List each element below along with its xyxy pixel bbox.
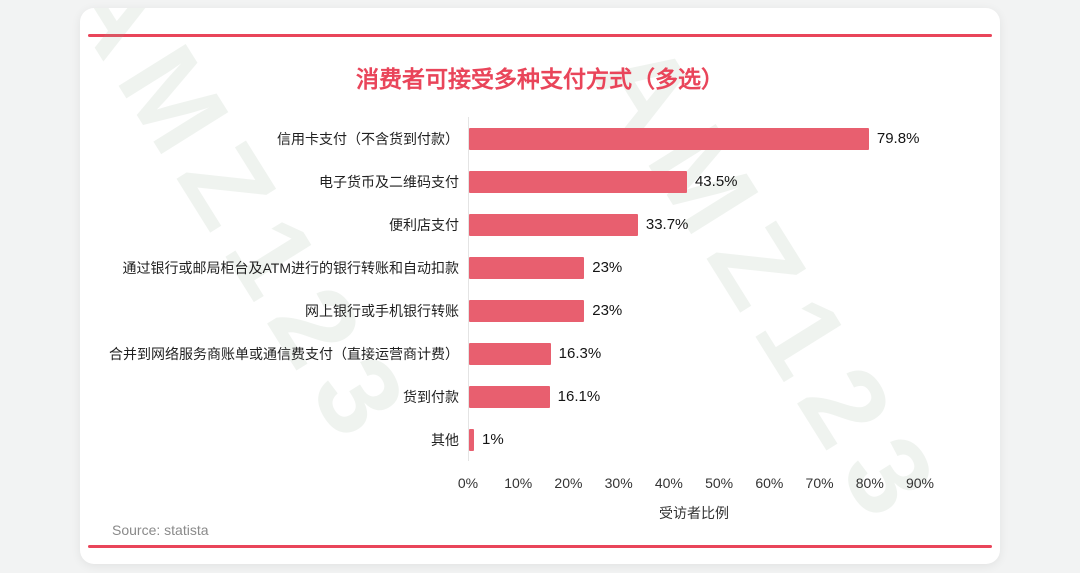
bar-track: 23% (468, 289, 920, 332)
value-label: 23% (592, 302, 623, 319)
chart-row: 便利店支付 33.7% (80, 203, 1000, 246)
bar (469, 213, 638, 236)
x-tick-label: 90% (905, 475, 935, 491)
source-text: Source: statista (112, 522, 209, 538)
category-label: 便利店支付 (389, 216, 459, 233)
x-tick-label: 80% (855, 475, 884, 491)
chart-row: 货到付款 16.1% (80, 375, 1000, 418)
bar (469, 170, 687, 193)
category-label: 其他 (431, 431, 459, 448)
bar-track: 33.7% (468, 203, 920, 246)
top-accent-line (88, 34, 992, 37)
category-label: 货到付款 (403, 388, 459, 405)
value-label: 1% (482, 431, 504, 448)
value-label: 43.5% (694, 173, 738, 190)
chart-rows: 信用卡支付（不含货到付款） 79.8% 电子货币及二维码支付 43.5% 便利店支付 33… (80, 117, 1000, 461)
value-label: 16.3% (558, 345, 602, 362)
bar-track: 16.3% (468, 332, 920, 375)
bar (469, 385, 550, 408)
x-tick-label: 50% (705, 475, 734, 491)
x-tick-label: 20% (554, 475, 583, 491)
bar-track: 1% (468, 418, 920, 461)
bar (469, 256, 585, 279)
value-label: 16.1% (557, 388, 601, 405)
x-tick-label: 70% (805, 475, 834, 491)
chart-row: 信用卡支付（不含货到付款） 79.8% (80, 117, 1000, 160)
x-tick-label: 40% (654, 475, 683, 491)
bar-track: 16.1% (468, 375, 920, 418)
chart-row: 合并到网络服务商账单或通信费支付（直接运营商计费） 16.3% (80, 332, 1000, 375)
bottom-accent-line (88, 545, 992, 548)
chart-row: 网上银行或手机银行转账 23% (80, 289, 1000, 332)
bar-track: 43.5% (468, 160, 920, 203)
value-label: 79.8% (876, 130, 920, 147)
category-label: 信用卡支付（不含货到付款） (277, 130, 459, 147)
chart-row: 电子货币及二维码支付 43.5% (80, 160, 1000, 203)
x-axis-label: 受访者比例 (659, 505, 729, 521)
bar-track: 23% (468, 246, 920, 289)
x-axis-ticks: 0% 10% 20% 30% 40% 50% 60% 70% 80% 90% (458, 475, 934, 493)
bar-chart: 信用卡支付（不含货到付款） 79.8% 电子货币及二维码支付 43.5% 便利店支付 33… (80, 117, 1000, 523)
value-label: 33.7% (645, 216, 689, 233)
bar (469, 299, 585, 322)
x-tick-label: 0% (457, 475, 479, 491)
category-label: 电子货币及二维码支付 (319, 173, 459, 190)
x-tick-label: 60% (755, 475, 784, 491)
bar (469, 342, 551, 365)
bar (469, 127, 869, 150)
category-label: 网上银行或手机银行转账 (305, 302, 459, 319)
chart-title: 消费者可接受多种支付方式（多选） (356, 66, 724, 92)
chart-card: AMZ123 AMZ123 消费者可接受多种支付方式（多选） 信用卡支付（不含货… (80, 8, 1000, 564)
bar-track: 79.8% (468, 117, 920, 160)
category-label: 合并到网络服务商账单或通信费支付（直接运营商计费） (109, 345, 459, 362)
chart-row: 通过银行或邮局柜台及ATM进行的银行转账和自动扣款 23% (80, 246, 1000, 289)
chart-row: 其他 1% (80, 418, 1000, 461)
value-label: 23% (592, 259, 623, 276)
category-label: 通过银行或邮局柜台及ATM进行的银行转账和自动扣款 (122, 259, 459, 276)
bar (469, 428, 474, 451)
x-tick-label: 10% (504, 475, 533, 491)
x-tick-label: 30% (604, 475, 633, 491)
